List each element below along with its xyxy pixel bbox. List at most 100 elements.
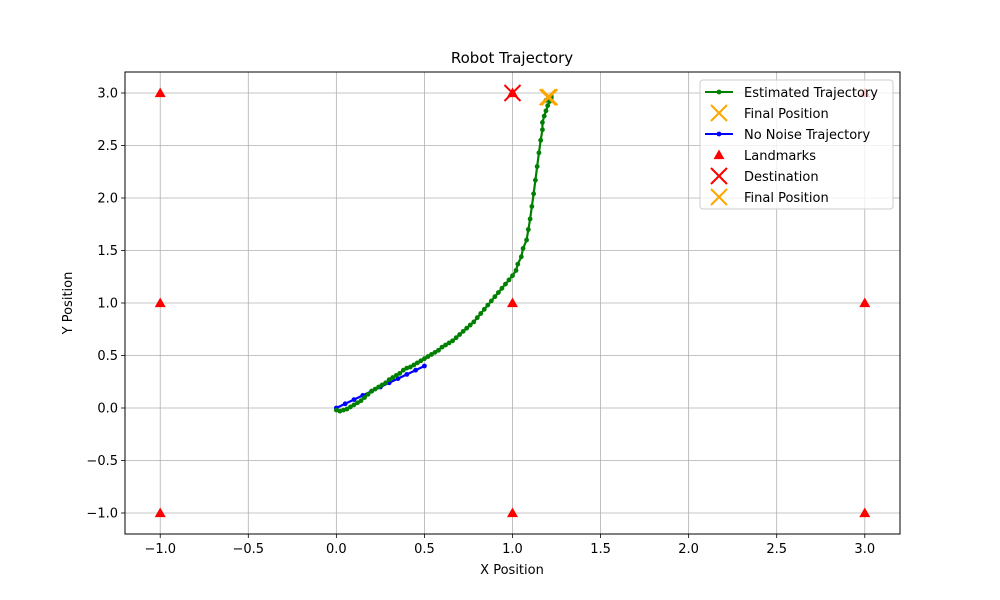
series-0-point [506, 277, 512, 283]
x-tick-label: 2.0 [678, 542, 699, 557]
x-tick-label: 1.0 [502, 542, 523, 557]
series-0-point [400, 367, 406, 373]
chart-title: Robot Trajectory [451, 49, 573, 67]
series-0-point [534, 164, 540, 169]
series-0-point [358, 398, 364, 404]
series-0-point [362, 395, 367, 400]
legend-x-swatch-stroke [710, 167, 728, 185]
series-0-point [457, 332, 463, 337]
y-tick-label: 0.0 [97, 402, 118, 417]
landmark-marker [859, 507, 871, 518]
legend-label: Estimated Trajectory [744, 86, 878, 101]
legend-x-swatch-stroke [710, 188, 728, 206]
x-tick-label: 1.5 [590, 542, 611, 557]
legend: Estimated Trajectory Final Position No Noi… [699, 79, 894, 210]
y-axis-label: Y Position [61, 272, 76, 336]
y-tick-label: 3.0 [97, 87, 118, 102]
series-0-point [425, 354, 431, 359]
legend-x-swatch [710, 104, 728, 122]
series-5-marker [540, 88, 559, 106]
series-2-point [413, 367, 419, 373]
legend-point-swatch [716, 131, 722, 137]
series-0-point [499, 285, 505, 291]
series-0-point [369, 388, 374, 394]
series-0-point [407, 364, 413, 370]
series-0-point [348, 404, 353, 410]
series-0-point [540, 127, 545, 133]
series-0-point [478, 311, 484, 316]
series-0-point [397, 370, 403, 376]
series-0-point [531, 191, 537, 197]
series-0-point [365, 391, 371, 397]
y-tick-label: 2.0 [97, 192, 118, 207]
series-0-point [529, 204, 535, 209]
series-0-point [467, 322, 473, 328]
series-1-marker [539, 88, 557, 106]
series-0-point [525, 227, 531, 232]
series-0-point [503, 281, 508, 287]
series-0-point [524, 237, 529, 243]
y-tick-label: 0.5 [97, 349, 118, 364]
y-tick-label: 1.5 [97, 244, 118, 259]
series-0-point [485, 302, 491, 308]
series-0-point [411, 362, 417, 368]
x-tick-label: 0.0 [326, 542, 347, 557]
series-2-point [351, 397, 357, 402]
legend-x-swatch [710, 188, 728, 206]
series-0-point [492, 294, 498, 300]
series-1-marker-stroke [539, 88, 557, 106]
legend-label: Landmarks [744, 149, 816, 164]
series-0-point [436, 347, 441, 353]
y-tick-label: −1.0 [86, 507, 118, 522]
series-0-point [450, 338, 456, 344]
landmark-marker [859, 297, 871, 308]
series-0-point [355, 400, 360, 406]
legend-x-swatch [710, 167, 728, 185]
series-4-marker [503, 84, 522, 102]
legend-x-swatch-stroke [710, 104, 728, 122]
series-0-point [443, 342, 448, 348]
series-0-point [488, 298, 494, 304]
series-0-point [543, 108, 549, 114]
series-0-point [538, 137, 544, 143]
series-0-point [515, 261, 521, 267]
series-0-point [393, 373, 399, 378]
landmark-marker [154, 297, 166, 308]
series-0-point [513, 268, 519, 273]
series-0-point [351, 402, 357, 408]
series-2-point [422, 363, 427, 369]
series-0-point [510, 273, 515, 279]
series-0-point [527, 216, 533, 222]
landmark-marker [154, 87, 166, 98]
series-0-point [429, 352, 434, 357]
landmark-marker [507, 507, 518, 518]
series-0-point [474, 315, 480, 321]
x-tick-label: 3.0 [854, 542, 875, 557]
series-0-point [372, 386, 378, 392]
series-0-point [422, 356, 427, 362]
series-0-point [471, 319, 477, 325]
series-0-point [376, 384, 382, 390]
series-0-point [418, 358, 424, 364]
legend-label: Destination [744, 170, 819, 185]
series-0-point [520, 246, 526, 251]
series-0-point [541, 113, 547, 119]
series-0-point [481, 306, 487, 312]
series-0-point [386, 377, 392, 383]
legend-label: Final Position [744, 191, 829, 206]
series-0-point [344, 406, 350, 412]
series-0-point [464, 325, 470, 331]
x-axis-label: X Position [480, 563, 544, 578]
series-5-marker-stroke [540, 88, 559, 106]
plot-area [154, 84, 871, 518]
y-axis: −1.0 −0.5 0.0 0.5 1.0 1.5 2.0 2.5 3.0 [86, 87, 125, 522]
y-tick-label: 1.0 [97, 297, 118, 312]
series-0-point [536, 150, 542, 156]
series-2-point [342, 401, 348, 407]
legend-label: No Noise Trajectory [744, 128, 870, 143]
landmark-marker [154, 507, 166, 518]
x-tick-label: 2.5 [766, 542, 787, 557]
x-tick-label: −1.0 [144, 542, 176, 557]
series-0-point [414, 360, 420, 366]
legend-point-swatch [716, 89, 722, 95]
